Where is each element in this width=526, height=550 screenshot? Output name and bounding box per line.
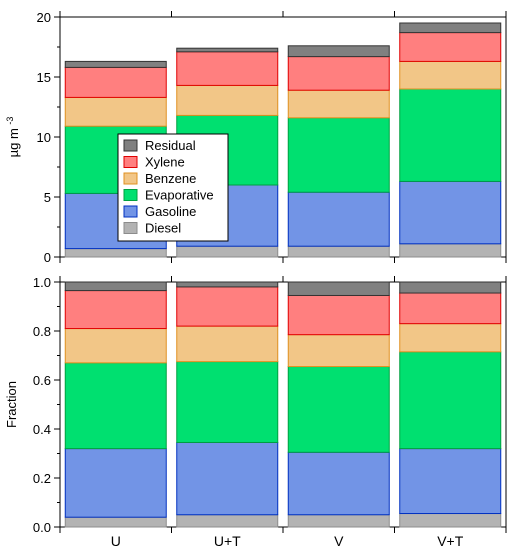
bottom-bar-benzene-v-plus-t [399, 323, 502, 353]
legend-label-benzene: Benzene [145, 171, 196, 186]
bottom-bar-evaporative-u-plus-t [176, 361, 279, 443]
bottom-y-tick-label: 0.6 [33, 373, 51, 388]
top-bar-diesel-v [287, 245, 390, 258]
bottom-bar-gasoline-v [287, 451, 390, 516]
bottom-bar-diesel-v-plus-t [399, 513, 502, 528]
bottom-bar-xylene-v-plus-t [399, 292, 502, 325]
top-bar-evaporative-v-plus-t [399, 88, 502, 182]
top-y-tick-label: 0 [44, 250, 51, 265]
top-panel: 0 5 10 15 20 µg m -3 [5, 10, 507, 265]
legend-label-xylene: Xylene [145, 155, 185, 170]
legend-swatch-xylene [123, 156, 138, 168]
bottom-bar-gasoline-u [64, 448, 167, 518]
bottom-y-tick-label: 1.0 [33, 275, 51, 290]
x-category-label: U [111, 533, 121, 549]
legend-label-diesel: Diesel [145, 221, 181, 236]
top-bar-benzene-u-plus-t [176, 84, 279, 116]
top-bar-benzene-v [287, 89, 390, 119]
legend-swatch-evaporative [123, 189, 138, 201]
bottom-y-tick-label: 0.0 [33, 520, 51, 535]
bottom-bar-xylene-u [64, 290, 167, 330]
top-bar-gasoline-v [287, 191, 390, 247]
top-bar-benzene-v-plus-t [399, 60, 502, 90]
top-bar-residual-v-plus-t [399, 22, 502, 34]
bottom-bar-diesel-v [287, 514, 390, 528]
legend-swatch-benzene [123, 172, 138, 185]
top-bar-evaporative-v [287, 117, 390, 193]
bottom-bar-xylene-v [287, 294, 390, 336]
bottom-bar-residual-u [64, 281, 167, 292]
top-bar-residual-v [287, 45, 390, 58]
bottom-panel: 0.0 0.2 0.4 0.6 0.8 1.0 Fraction U U+T V V+T [4, 275, 507, 549]
top-bar-xylene-u-plus-t [176, 51, 279, 86]
bottom-bar-evaporative-u [64, 362, 167, 450]
bottom-bar-benzene-u-plus-t [176, 325, 279, 363]
top-y-tick-label: 5 [44, 190, 51, 205]
bottom-y-axis-title: Fraction [4, 381, 19, 428]
top-y-tick-label: 10 [37, 130, 51, 145]
bottom-bar-residual-v [287, 281, 390, 296]
top-y-axis-title: µg m -3 [5, 117, 21, 158]
legend-label-gasoline: Gasoline [145, 204, 196, 219]
bottom-bar-gasoline-u-plus-t [176, 441, 279, 516]
x-category-label: V [334, 533, 344, 549]
bottom-y-tick-label: 0.4 [33, 422, 51, 437]
top-y-tick-label: 20 [37, 10, 51, 25]
top-bar-residual-u-plus-t [176, 47, 279, 53]
top-y-tick-label: 15 [37, 70, 51, 85]
top-bar-diesel-u-plus-t [176, 245, 279, 258]
bottom-y-tick-label: 0.2 [33, 471, 51, 486]
top-bar-xylene-v [287, 56, 390, 91]
x-category-label: V+T [437, 533, 464, 549]
bottom-bar-diesel-u [64, 516, 167, 528]
bottom-bar-xylene-u-plus-t [176, 286, 279, 327]
top-bar-gasoline-v-plus-t [399, 180, 502, 245]
bottom-bar-gasoline-v-plus-t [399, 448, 502, 515]
bottom-bar-evaporative-v-plus-t [399, 351, 502, 450]
legend-label-residual: Residual [145, 138, 196, 153]
top-bar-diesel-u [64, 248, 167, 258]
top-bar-xylene-v-plus-t [399, 32, 502, 62]
x-category-label: U+T [214, 533, 241, 549]
legend-label-evaporative: Evaporative [145, 188, 214, 203]
top-bar-residual-u [64, 60, 167, 68]
bottom-bar-benzene-v [287, 334, 390, 368]
bottom-bar-evaporative-v [287, 366, 390, 453]
legend-swatch-gasoline [123, 205, 138, 218]
top-bar-diesel-v-plus-t [399, 243, 502, 258]
legend-swatch-diesel [123, 222, 138, 234]
bottom-y-tick-label: 0.8 [33, 324, 51, 339]
top-bar-benzene-u [64, 96, 167, 127]
bottom-bar-benzene-u [64, 328, 167, 364]
top-bar-xylene-u [64, 66, 167, 98]
bottom-bar-diesel-u-plus-t [176, 514, 279, 528]
bottom-bar-residual-u-plus-t [176, 281, 279, 288]
legend-swatch-residual [123, 139, 138, 152]
bottom-bar-residual-v-plus-t [399, 281, 502, 294]
